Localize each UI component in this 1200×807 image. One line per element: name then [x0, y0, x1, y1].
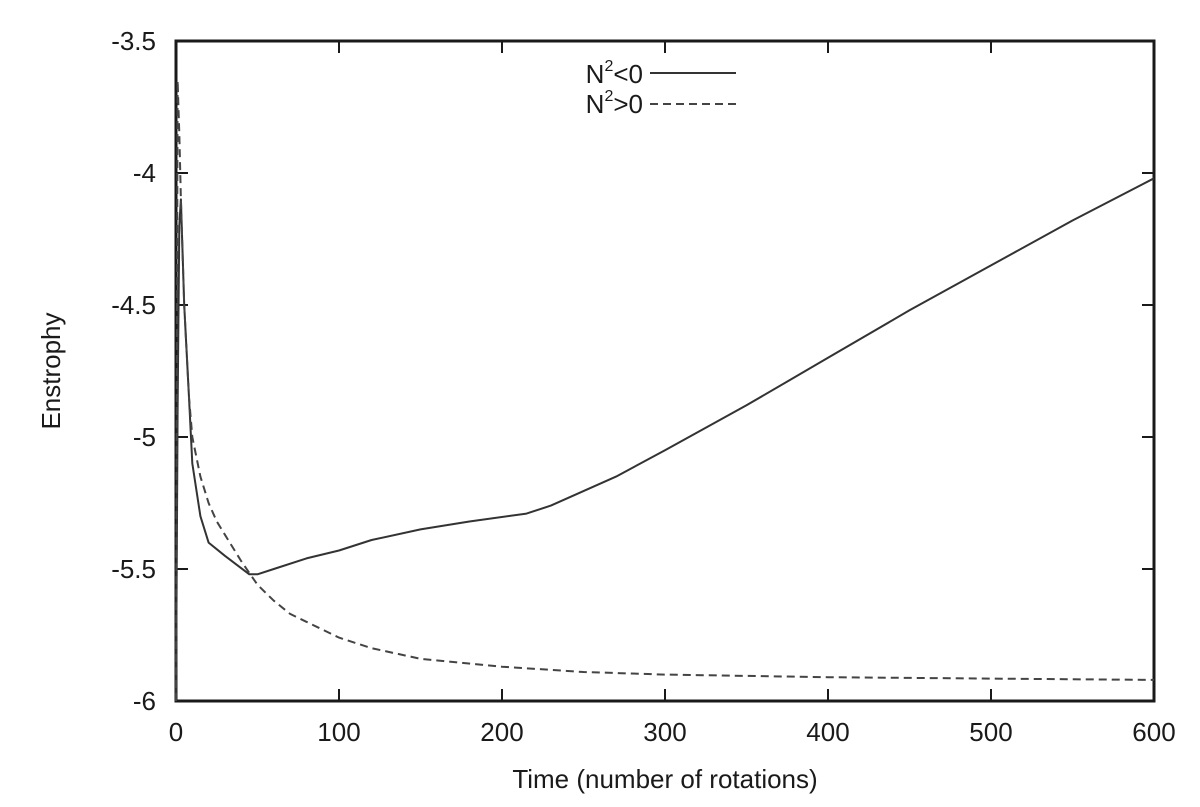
plot-frame	[174, 39, 1156, 703]
y-tick-label: -4	[133, 158, 156, 188]
series-line-1	[175, 177, 1155, 702]
series-line-2	[175, 79, 1155, 702]
x-tick-label: 500	[969, 717, 1012, 747]
x-tick-label: 400	[806, 717, 849, 747]
y-tick-label: -6	[133, 686, 156, 716]
y-tick-label: -5.5	[111, 554, 156, 584]
x-tick-label: 300	[643, 717, 686, 747]
legend-label-1: N2<0	[586, 58, 643, 89]
series-lines	[175, 79, 1155, 702]
y-tick-label: -3.5	[111, 26, 156, 56]
x-tick-label: 600	[1132, 717, 1175, 747]
y-tick-label: -4.5	[111, 290, 156, 320]
legend-label-2: N2>0	[586, 88, 643, 119]
legend: N2<0 N2>0	[586, 58, 736, 119]
x-tick-label: 0	[169, 717, 183, 747]
axis-tick-labels: 0 100 200 300 400 500 600 -3.5 -4 -4.5 -5 -5.5 -6	[111, 26, 1176, 747]
x-axis-title: Time (number of rotations)	[512, 764, 817, 794]
y-tick-label: -5	[133, 422, 156, 452]
y-axis-title: Enstrophy	[36, 312, 66, 429]
x-tick-label: 200	[480, 717, 523, 747]
axis-ticks	[175, 40, 1155, 702]
x-tick-label: 100	[317, 717, 360, 747]
